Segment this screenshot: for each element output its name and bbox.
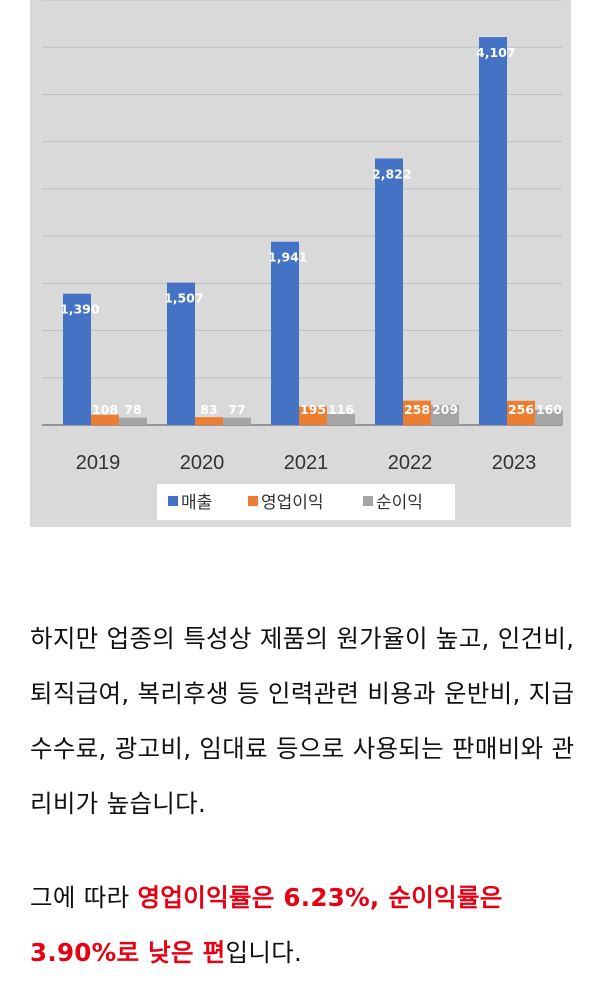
data-label: 78 [124, 402, 141, 417]
legend-box [157, 484, 455, 520]
x-tick-label: 2020 [180, 452, 225, 474]
data-label: 1,507 [164, 291, 204, 306]
bar-매출-2022 [375, 158, 403, 425]
data-label: 83 [200, 402, 217, 417]
bar-순이익-2020 [223, 417, 251, 425]
legend-swatch-순이익 [363, 496, 373, 506]
data-label: 256 [508, 402, 534, 417]
paragraph-2-highlight: 영업이익률은 6.23%, 순이익률은 3.90%로 낮은 편 [30, 883, 503, 967]
data-label: 258 [404, 402, 430, 417]
bar-매출-2020 [167, 282, 195, 425]
data-label: 1,941 [268, 250, 308, 265]
bar-영업이익-2019 [91, 414, 119, 425]
x-tick-label: 2019 [76, 452, 121, 474]
x-tick-label: 2021 [284, 452, 329, 474]
x-tick-label: 2023 [492, 452, 537, 474]
paragraph-2-tail: 입니다. [225, 938, 303, 967]
legend-swatch-매출 [168, 496, 178, 506]
bar-순이익-2022 [431, 405, 459, 425]
bar-영업이익-2022 [403, 400, 431, 425]
data-label: 4,107 [476, 45, 516, 60]
legend-label: 영업이익 [261, 493, 324, 513]
data-label: 2,822 [372, 166, 412, 181]
bar-순이익-2021 [327, 414, 355, 425]
bar-영업이익-2023 [507, 400, 535, 425]
data-label: 195 [300, 402, 326, 417]
bar-영업이익-2021 [299, 406, 327, 425]
data-label: 108 [92, 402, 118, 417]
paragraph-2-lead: 그에 따라 [30, 883, 138, 912]
bar-영업이익-2020 [195, 417, 223, 425]
data-label: 77 [228, 402, 245, 417]
data-label: 209 [432, 402, 458, 417]
x-tick-label: 2022 [388, 452, 433, 474]
revenue-profit-bar-chart: 1,390 108 78 2019 1,507 83 77 2020 1,941 195 116 20… [42, 0, 563, 520]
bar-매출-2021 [271, 241, 299, 425]
data-label: 116 [328, 402, 354, 417]
chart-panel: 1,390 108 78 2019 1,507 83 77 2020 1,941 195 116 20… [30, 0, 571, 527]
legend-label: 매출 [181, 493, 212, 513]
bar-매출-2023 [479, 37, 507, 425]
data-label: 160 [536, 402, 562, 417]
bar-순이익-2023 [535, 409, 563, 425]
bar-매출-2019 [63, 293, 91, 425]
paragraph-1-text: 하지만 업종의 특성상 제품의 원가율이 높고, 인건비, 퇴직급여, 복리후생… [30, 624, 575, 818]
legend-swatch-영업이익 [248, 496, 258, 506]
legend-label: 순이익 [376, 493, 423, 513]
bar-순이익-2019 [119, 417, 147, 425]
article-paragraph-2: 그에 따라 영업이익률은 6.23%, 순이익률은 3.90%로 낮은 편입니다… [30, 870, 575, 980]
article-paragraph-1: 하지만 업종의 특성상 제품의 원가율이 높고, 인건비, 퇴직급여, 복리후생… [30, 611, 575, 831]
data-label: 1,390 [60, 302, 100, 317]
